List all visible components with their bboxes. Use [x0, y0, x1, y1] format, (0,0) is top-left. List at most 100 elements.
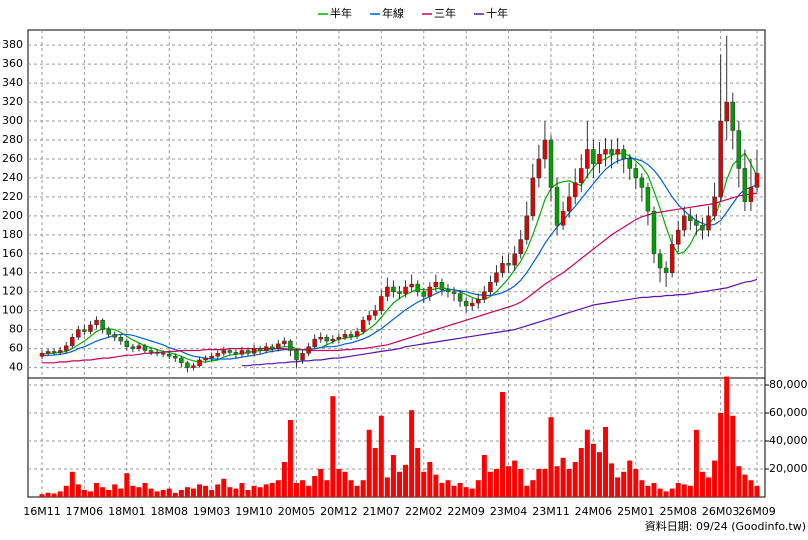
x-tick-label: 24M06 — [575, 505, 613, 518]
candle-body — [585, 149, 590, 169]
y-tick-label: 200 — [2, 209, 23, 222]
candle-body — [148, 350, 154, 353]
candle-body — [154, 352, 160, 354]
y-tick-label: 320 — [2, 95, 23, 108]
candle-body — [112, 334, 117, 338]
volume-bar — [566, 469, 572, 497]
volume-bar — [627, 460, 633, 497]
candle-body — [633, 168, 639, 179]
candle-body — [657, 253, 663, 269]
candle-body — [579, 168, 584, 183]
candle-body — [82, 329, 87, 332]
y-tick-label: 60 — [9, 342, 23, 355]
candle-body — [276, 343, 281, 349]
volume-bar — [239, 483, 245, 497]
volume-bar — [706, 477, 712, 497]
candle-body — [233, 352, 239, 355]
x-tick-label: 25M08 — [659, 505, 697, 518]
volume-bar — [554, 466, 560, 497]
volume-bar — [172, 492, 178, 497]
candle-body — [160, 353, 166, 355]
volume-bar — [409, 410, 415, 497]
candle-body — [136, 345, 142, 349]
candle-body — [227, 350, 233, 353]
candle-body — [560, 210, 566, 226]
candle-body — [506, 263, 511, 266]
candle-body — [518, 239, 523, 255]
volume-bar — [81, 490, 87, 497]
volume-bar — [639, 480, 645, 497]
volume-bar — [427, 462, 433, 497]
candle-body — [627, 158, 633, 169]
volume-bar — [209, 490, 215, 497]
candle-body — [663, 267, 669, 273]
candle-body — [712, 196, 717, 217]
y-tick-label: 220 — [2, 190, 23, 203]
candle-body — [142, 345, 148, 351]
volume-bar — [342, 471, 348, 497]
y-tick-label: 240 — [2, 171, 23, 184]
volume-bar — [87, 491, 93, 497]
volume-bar — [512, 460, 518, 497]
volume-bar — [69, 471, 75, 497]
legend-label: 三年 — [434, 6, 456, 20]
moving-average-line — [242, 278, 758, 367]
volume-bar — [403, 464, 409, 497]
x-tick-label: 22M09 — [447, 505, 485, 518]
volume-bar — [257, 487, 263, 497]
candle-body — [318, 336, 323, 340]
candle-body — [300, 353, 305, 361]
volume-bar — [530, 480, 536, 497]
volume-bar — [293, 483, 299, 497]
candle-body — [572, 182, 578, 198]
volume-tick-label: 20,000 — [769, 462, 808, 475]
candle-body — [100, 319, 105, 330]
volume-bar — [94, 483, 100, 497]
candle-body — [215, 353, 220, 357]
candle-body — [257, 348, 263, 351]
candle-body — [439, 281, 445, 291]
candle-body — [209, 355, 214, 359]
volume-bar — [590, 443, 596, 497]
x-tick-label: 26M09 — [738, 505, 776, 518]
volume-bar — [287, 420, 293, 497]
x-tick-label: 19M10 — [235, 505, 273, 518]
volume-bar — [736, 466, 742, 497]
x-tick-label: 22M02 — [405, 505, 443, 518]
volume-bar — [124, 473, 130, 497]
candle-body — [76, 329, 81, 338]
volume-bar — [233, 488, 239, 497]
moving-average-line — [42, 192, 758, 364]
volume-bar — [263, 484, 269, 497]
volume-bar — [336, 469, 342, 497]
candle-body — [45, 351, 51, 354]
volume-tick-label: 40,000 — [769, 434, 808, 447]
x-tick-label: 18M01 — [108, 505, 146, 518]
candle-body — [324, 336, 330, 342]
volume-bar — [215, 484, 221, 497]
source-note: 資料日期: 09/24 (Goodinfo.tw) — [645, 519, 806, 533]
volume-bar — [681, 484, 687, 497]
x-tick-label: 18M08 — [150, 505, 188, 518]
volume-bar — [390, 455, 396, 497]
y-tick-label: 180 — [2, 228, 23, 241]
volume-bar — [136, 487, 142, 497]
volume-bar — [39, 494, 45, 497]
volume-bar — [493, 469, 499, 497]
candle-body — [415, 283, 420, 292]
candle-body — [591, 149, 596, 164]
plot-frame — [27, 29, 766, 498]
volume-bar — [251, 485, 257, 497]
volume-bar — [63, 485, 69, 497]
candle-body — [730, 101, 736, 131]
moving-average-line — [41, 157, 758, 360]
candle-body — [421, 291, 426, 297]
volume-bar — [748, 480, 754, 497]
volume-bar — [730, 415, 736, 497]
candle-body — [645, 187, 651, 212]
candle-body — [366, 315, 372, 321]
y-tick-label: 40 — [9, 361, 23, 374]
volume-bar — [397, 471, 402, 497]
volume-bar — [154, 491, 160, 497]
